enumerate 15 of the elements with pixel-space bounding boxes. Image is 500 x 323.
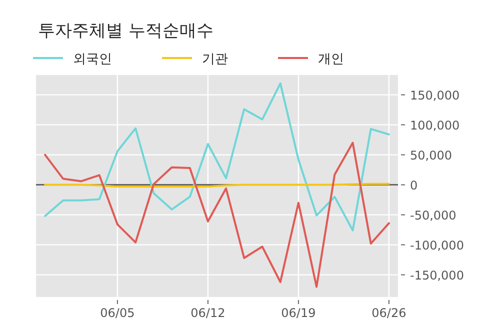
legend: 개인: [318, 52, 344, 67]
ytick: -150,000: [410, 268, 464, 282]
legend: 기관: [202, 52, 228, 67]
ytick: 150,000: [410, 88, 460, 102]
ytick: 0: [410, 178, 418, 192]
xtick: 06/05: [100, 306, 135, 320]
xtick: 06/26: [372, 306, 406, 320]
xtick: 06/19: [281, 306, 316, 320]
ytick: -50,000: [410, 208, 456, 222]
ytick: 50,000: [410, 148, 452, 162]
legend: 외국인: [73, 52, 112, 67]
xtick: 06/12: [190, 306, 226, 320]
ytick: -100,000: [410, 238, 464, 252]
title: 투자주체별 누적순매수: [38, 21, 214, 41]
ytick: 100,000: [410, 118, 460, 132]
